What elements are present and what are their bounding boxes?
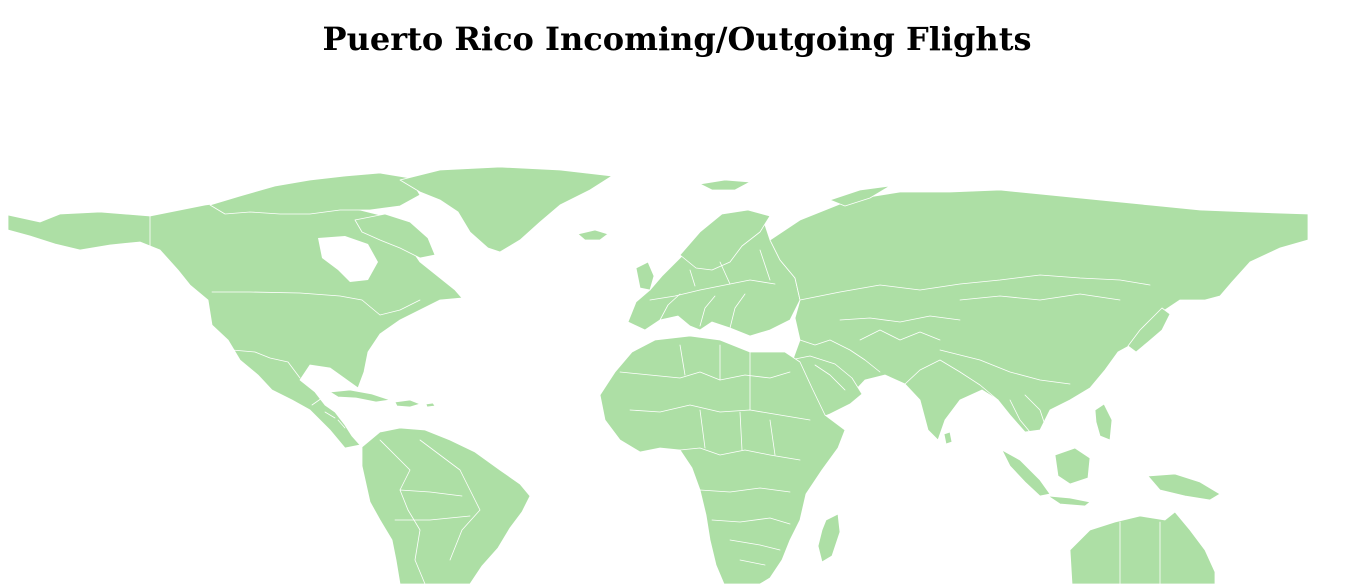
landmass-british-isles <box>635 261 655 291</box>
country-borders <box>149 215 1161 584</box>
landmass-borneo <box>1054 447 1091 485</box>
landmass-iceland <box>577 229 609 241</box>
border-africa-5 <box>711 517 791 566</box>
border-china-mongolia <box>959 293 1121 301</box>
landmass-hispaniola <box>394 399 421 408</box>
landmass-sumatra <box>1001 449 1051 497</box>
border-europe-3 <box>689 249 771 287</box>
border-central-america <box>311 397 346 429</box>
landmass-philippines <box>1094 403 1113 441</box>
border-south-america-1 <box>379 439 426 584</box>
border-africa-1 <box>619 371 791 381</box>
border-europe-2 <box>659 293 746 329</box>
border-india <box>904 359 999 401</box>
border-europe-1 <box>649 279 776 301</box>
border-southeast-asia <box>1009 394 1046 433</box>
landmass-greenland <box>399 166 613 253</box>
land-layer <box>7 166 1309 584</box>
hudson-bay <box>318 236 378 282</box>
border-africa-4 <box>679 344 776 456</box>
landmass-java <box>1047 495 1091 507</box>
landmass-scandinavia <box>679 209 771 271</box>
landmass-australia <box>1069 511 1216 584</box>
landmass-baffin-island <box>354 213 436 259</box>
border-china-south <box>939 349 1071 385</box>
landmass-madagascar <box>817 513 841 563</box>
landmass-puerto-rico <box>425 402 436 408</box>
landmass-japan <box>1127 307 1171 353</box>
landmass-svalbard <box>699 179 751 191</box>
border-us-mexico <box>231 349 301 379</box>
landmass-sri-lanka <box>943 431 953 445</box>
border-central-asia <box>839 315 961 341</box>
landmass-south-america <box>361 427 531 584</box>
border-australia-states <box>1119 521 1161 584</box>
border-middle-east <box>799 339 881 391</box>
border-south-america-2 <box>419 439 481 561</box>
landmass-cuba <box>329 389 391 403</box>
border-us-canada <box>211 291 421 316</box>
landmass-new-guinea <box>1147 473 1221 501</box>
border-africa-3 <box>679 447 801 493</box>
border-africa-2 <box>629 404 811 421</box>
landmass-novaya-zemlya <box>829 185 891 207</box>
border-south-america-3 <box>394 489 471 521</box>
map-title: Puerto Rico Incoming/Outgoing Flights <box>322 20 1032 58</box>
landmass-arctic-islands <box>209 172 421 215</box>
border-russia-south <box>799 274 1151 301</box>
